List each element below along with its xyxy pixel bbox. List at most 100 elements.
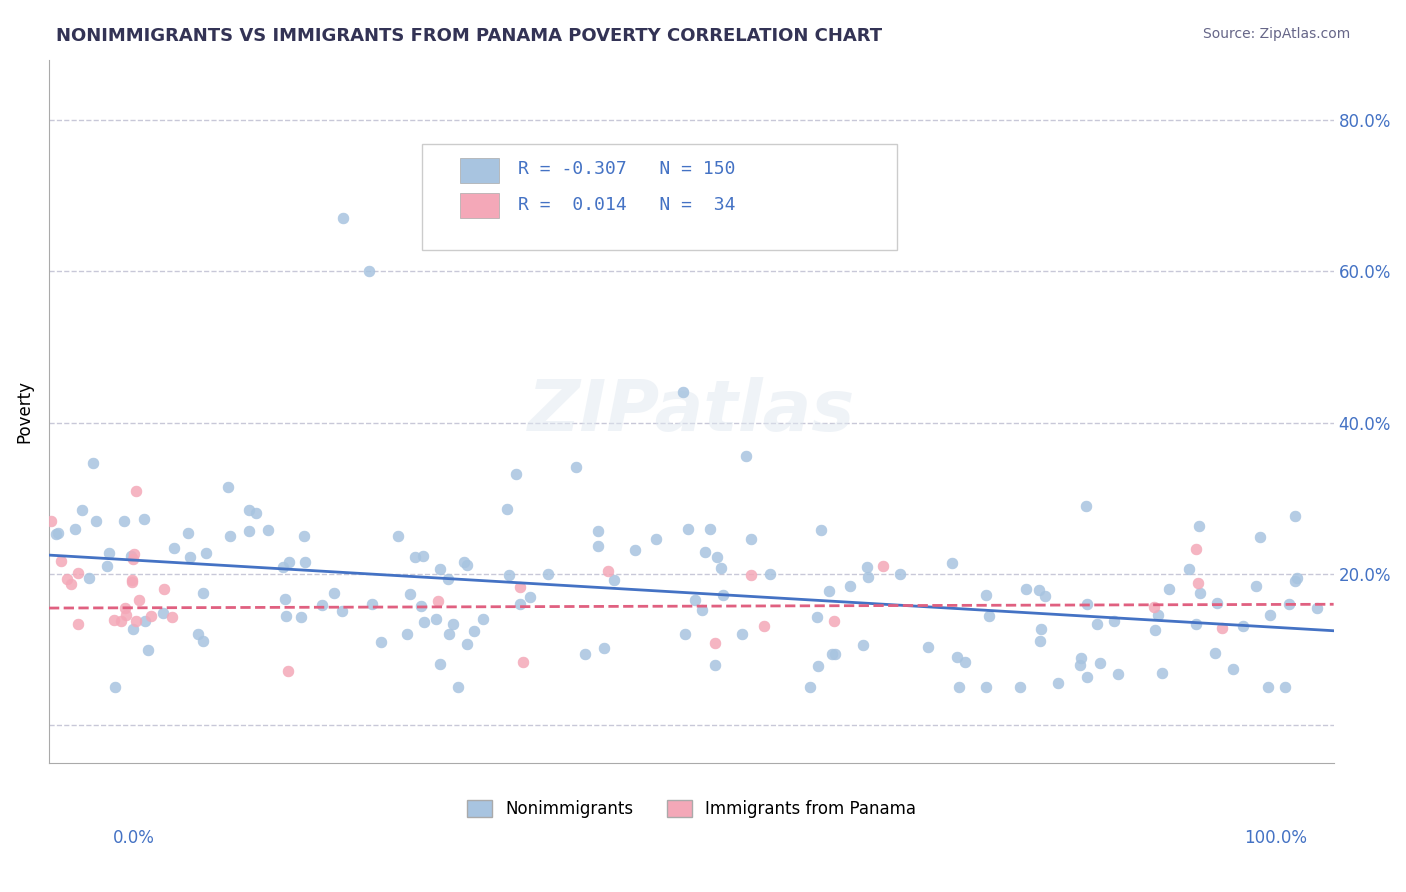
Point (60, 576, 83, 591)
Point (1232, 619, 1254, 633)
Point (1143, 623, 1166, 637)
Point (1102, 614, 1125, 628)
Point (82, 456, 104, 470)
Point (889, 567, 911, 582)
Point (456, 637, 478, 651)
Point (96, 559, 118, 574)
Point (292, 529, 315, 543)
Point (644, 532, 666, 546)
Point (49, 554, 72, 568)
Point (121, 575, 143, 590)
Point (672, 385, 695, 400)
Point (425, 612, 447, 626)
Point (838, 579, 860, 593)
Point (290, 610, 312, 624)
Point (695, 544, 717, 558)
Point (735, 449, 758, 463)
Point (245, 507, 267, 521)
Point (277, 555, 299, 569)
Point (498, 567, 520, 582)
Point (277, 664, 299, 678)
Point (187, 626, 209, 640)
Point (565, 460, 588, 475)
Point (361, 597, 384, 611)
Point (112, 515, 135, 529)
Point (136, 643, 159, 657)
Point (125, 483, 148, 498)
Point (332, 211, 354, 226)
Point (1249, 530, 1271, 544)
Point (273, 592, 295, 607)
Point (823, 614, 845, 628)
Point (941, 557, 963, 571)
Point (509, 597, 531, 611)
Point (1260, 607, 1282, 622)
Point (399, 587, 422, 601)
Point (153, 582, 176, 597)
Point (121, 622, 143, 636)
Point (624, 543, 647, 558)
Point (512, 655, 534, 669)
Point (807, 659, 830, 673)
Point (139, 609, 162, 624)
Point (692, 603, 714, 617)
Point (1184, 617, 1206, 632)
Point (974, 588, 997, 602)
Point (121, 552, 143, 566)
Point (70, 503, 93, 517)
Point (699, 522, 721, 536)
Point (731, 627, 754, 641)
Point (856, 570, 879, 584)
Point (56, 572, 79, 586)
Point (704, 657, 727, 672)
Point (132, 512, 155, 526)
Point (1146, 607, 1168, 622)
Point (1088, 656, 1111, 670)
Point (855, 559, 877, 574)
Point (437, 572, 460, 586)
Point (519, 591, 541, 605)
Point (66, 616, 89, 631)
Point (41, 514, 63, 528)
Point (179, 550, 201, 565)
Point (217, 480, 239, 494)
Point (120, 549, 142, 563)
Point (810, 523, 832, 537)
Point (821, 647, 844, 661)
Legend: Nonimmigrants, Immigrants from Panama: Nonimmigrants, Immigrants from Panama (460, 794, 922, 825)
Text: R = -0.307   N = 150: R = -0.307 N = 150 (517, 160, 735, 178)
Point (1284, 509, 1306, 524)
Point (1244, 579, 1267, 593)
Point (65, 522, 87, 536)
Point (330, 604, 353, 618)
Point (1070, 651, 1092, 665)
Point (115, 608, 138, 623)
Point (176, 525, 198, 540)
Point (456, 558, 478, 573)
Point (104, 681, 127, 695)
Point (191, 586, 214, 600)
Point (1033, 589, 1056, 603)
Point (852, 638, 875, 652)
FancyBboxPatch shape (422, 144, 897, 250)
Point (974, 681, 997, 695)
Point (1069, 657, 1091, 672)
Point (429, 657, 451, 671)
Text: 0.0%: 0.0% (112, 829, 155, 847)
Text: ZIPatlas: ZIPatlas (527, 376, 855, 446)
Point (370, 634, 392, 648)
Point (703, 636, 725, 650)
Text: NONIMMIGRANTS VS IMMIGRANTS FROM PANAMA POVERTY CORRELATION CHART: NONIMMIGRANTS VS IMMIGRANTS FROM PANAMA … (56, 27, 883, 45)
Point (1029, 622, 1052, 636)
Point (439, 627, 461, 641)
Point (45, 527, 67, 541)
Point (598, 564, 620, 578)
Point (505, 467, 527, 481)
Point (709, 561, 731, 575)
Point (537, 566, 560, 581)
Point (411, 599, 433, 613)
Point (1150, 665, 1173, 680)
Point (676, 523, 699, 537)
Point (1185, 541, 1208, 556)
Point (586, 524, 609, 538)
